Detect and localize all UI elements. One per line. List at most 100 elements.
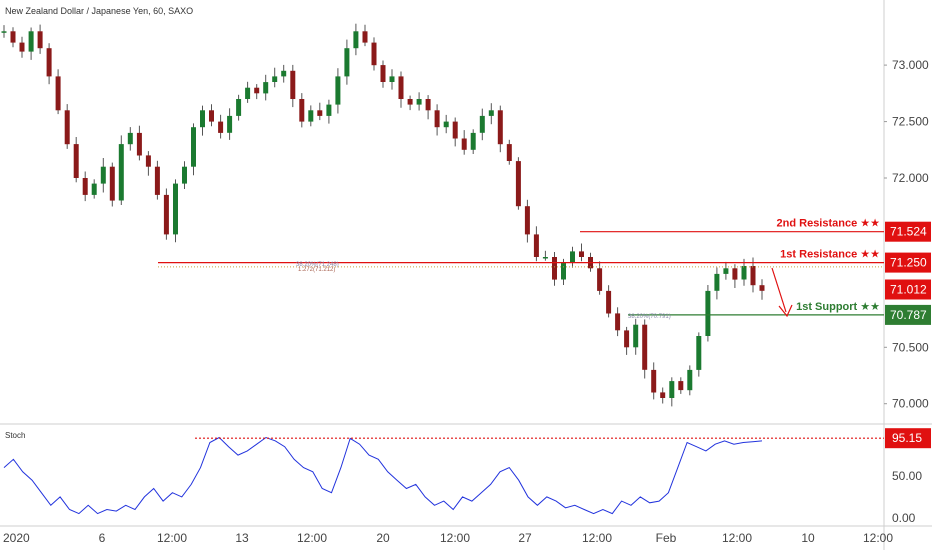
candle-body (182, 166, 187, 184)
price-tick-label: 73.000 (892, 58, 929, 72)
candle-body (371, 42, 377, 66)
stoch-line (3, 436, 763, 515)
candle-body (326, 104, 332, 116)
time-tick-label: 20 (376, 531, 390, 545)
levels-layer: 2nd Resistance ★★ 71.524 1st Resistance ★★… (158, 218, 931, 325)
candle-body (552, 257, 557, 280)
candle-body (308, 110, 314, 122)
overbought-value: 95.15 (892, 431, 922, 445)
candle-body (299, 99, 305, 122)
candle-body (317, 110, 323, 116)
stoch-label: Stoch (5, 431, 25, 440)
time-axis: 2020 6 12:00 13 12:00 20 12:00 27 12:00 Feb 12:00 1… (3, 531, 893, 545)
candle-body (109, 166, 115, 201)
candle-body (624, 330, 630, 348)
resistance-label: 2nd Resistance ★★ (777, 218, 881, 230)
fib-label: 1.272(71.212) (298, 267, 335, 273)
candle-body (714, 273, 720, 291)
time-tick-label: 12:00 (440, 531, 470, 545)
candle-body (633, 324, 639, 348)
candle-body (687, 369, 693, 391)
candle-body (10, 31, 16, 43)
candle-body (606, 290, 612, 314)
candle-body (154, 166, 160, 195)
resistance-price-tag (885, 252, 931, 273)
stoch-layer: 95.15 50.00 0.00 (3, 428, 931, 525)
candle-body (209, 110, 214, 122)
candle-body (497, 110, 503, 145)
time-tick-label: 12:00 (863, 531, 893, 545)
chart-title: New Zealand Dollar / Japanese Yen, 60, S… (5, 6, 193, 16)
price-tick-label: 70.500 (892, 340, 929, 354)
candle-body (380, 65, 386, 82)
time-tick-label: 10 (801, 531, 815, 545)
candle-body (398, 76, 404, 99)
price-axis: 73.000 72.500 72.000 70.500 70.000 (884, 58, 929, 411)
candle-body (479, 115, 485, 133)
candle-body (678, 381, 684, 391)
candle-body (245, 87, 251, 99)
time-tick-label: 6 (99, 531, 106, 545)
candle-body (82, 178, 88, 195)
candle-body (281, 70, 287, 77)
candle-body (452, 121, 458, 139)
candle-body (389, 76, 395, 82)
candle-body (173, 183, 178, 235)
candle-body (19, 42, 25, 52)
candle-body (750, 266, 756, 286)
candle-body (344, 48, 350, 77)
candle-body (570, 251, 575, 263)
candle-body (407, 99, 413, 105)
candle-body (46, 48, 52, 77)
candle-body (362, 31, 368, 43)
candle-body (73, 144, 79, 178)
time-tick-label: 27 (518, 531, 532, 545)
time-tick-label: 12:00 (582, 531, 612, 545)
price-tick-label: 70.000 (892, 397, 929, 411)
candle-body (127, 132, 133, 145)
candle-body (524, 206, 530, 235)
candle-body (218, 121, 224, 133)
candle-body (1, 31, 7, 33)
candle-body (759, 285, 765, 291)
projection-arrow-shaft (771, 267, 787, 313)
resistance-label: 1st Resistance ★★ (780, 249, 880, 261)
candle-body (434, 110, 440, 128)
candle-body (669, 381, 675, 398)
candle-body (416, 99, 422, 105)
candle-body (91, 183, 97, 195)
candle-body (145, 155, 151, 167)
candle-body (533, 234, 539, 257)
candle-body (64, 110, 70, 145)
candle-body (470, 132, 476, 150)
candle-body (37, 31, 43, 49)
candle-body (136, 132, 142, 156)
candle-body (118, 144, 124, 201)
candle-body (200, 110, 205, 128)
price-series-layer (1, 23, 765, 407)
candle-body (615, 313, 621, 331)
candle-body (660, 392, 666, 398)
overbought-tag (885, 428, 931, 449)
candle-body (597, 268, 603, 291)
candle-body (290, 70, 296, 99)
candle-body (191, 127, 196, 167)
candle-body (579, 251, 584, 257)
candle-body (515, 161, 521, 207)
candle-body (163, 194, 169, 235)
candle-body (100, 166, 106, 184)
fib-label: 38.20%(71.248) (296, 262, 339, 268)
candle-body (272, 76, 278, 82)
time-tick-label: 12:00 (157, 531, 187, 545)
candle-body (55, 76, 61, 111)
candle-body (642, 324, 648, 370)
candle-body (263, 82, 269, 94)
time-tick-label: 2020 (3, 531, 30, 545)
candle-body (443, 121, 449, 128)
time-tick-label: 12:00 (297, 531, 327, 545)
candle-body (705, 290, 711, 336)
candle-body (542, 257, 548, 259)
resistance-price-value: 71.250 (890, 256, 927, 270)
